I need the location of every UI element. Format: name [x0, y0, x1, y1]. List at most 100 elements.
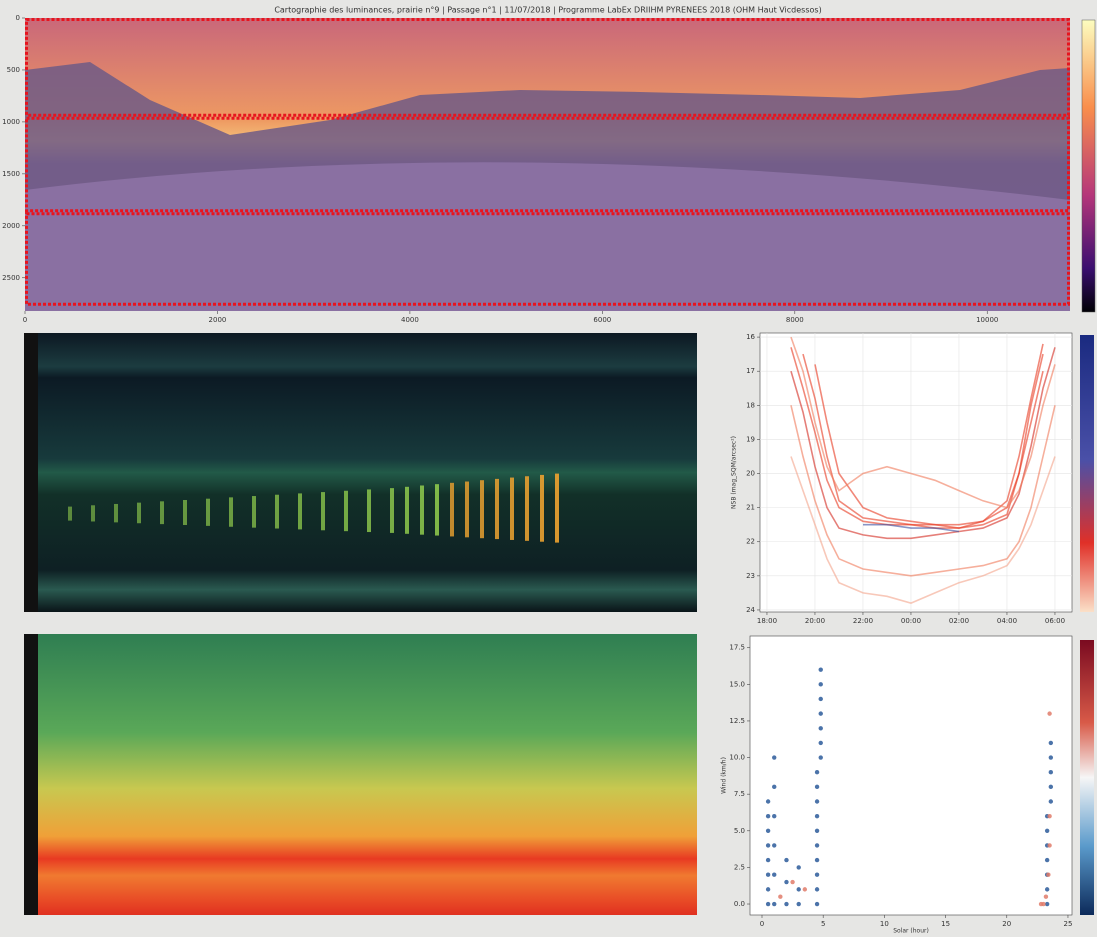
point [765, 813, 771, 819]
point [772, 755, 777, 760]
point [1048, 740, 1054, 746]
point [765, 857, 771, 863]
point [818, 696, 823, 702]
spectrogram [38, 333, 697, 612]
y-tick-label: 1000 [2, 118, 20, 126]
point [818, 682, 823, 687]
point [796, 901, 801, 907]
pulse [206, 498, 210, 526]
y-tick-label: 2500 [2, 274, 20, 282]
nsb-curve [863, 523, 960, 533]
pulse [160, 501, 164, 525]
x-tick-label: 5 [821, 920, 825, 928]
pulse [450, 482, 454, 537]
pulse [344, 490, 348, 532]
point [814, 843, 820, 848]
point [765, 901, 771, 907]
point [818, 740, 823, 746]
point [1046, 872, 1051, 877]
plot-area [749, 635, 1073, 916]
y-axis-label: NSB (mag_SQM/arcsec²) [731, 436, 738, 509]
point [814, 872, 820, 877]
point [814, 799, 820, 804]
y-tick-label: 18 [746, 401, 755, 409]
point [818, 667, 823, 672]
point [814, 901, 820, 907]
point [814, 813, 820, 819]
point [772, 813, 777, 819]
point [765, 872, 771, 877]
y-tick-label: 15.0 [729, 680, 745, 688]
pulse [367, 489, 371, 533]
pulse [252, 496, 256, 528]
pulse [298, 493, 302, 530]
point [1047, 813, 1052, 819]
nsb-curve [802, 343, 1044, 529]
y-tick-label: 17.5 [729, 644, 745, 652]
y-tick-label: 7.5 [734, 790, 745, 798]
x-tick-label: 00:00 [901, 617, 921, 625]
point [772, 843, 777, 848]
pulse [321, 492, 325, 531]
colorbar [1080, 640, 1094, 915]
point [784, 901, 789, 907]
pulse [540, 474, 544, 542]
landscape [25, 62, 1070, 200]
point [1041, 901, 1046, 907]
y-tick-label: 2000 [2, 222, 20, 230]
point [1047, 711, 1052, 716]
pulse [114, 503, 118, 523]
point [814, 784, 820, 790]
x-axis-label: Solar (hour) [893, 928, 929, 934]
x-tick-label: 2000 [209, 316, 227, 324]
point [1047, 843, 1052, 848]
point [765, 843, 771, 848]
y-tick-label: 23 [746, 572, 755, 580]
point [765, 799, 771, 804]
point [814, 887, 820, 892]
x-tick-label: 22:00 [853, 617, 873, 625]
point [765, 887, 771, 892]
y-tick-label: 20 [746, 470, 755, 478]
point [802, 887, 808, 892]
spectrogram-axis [24, 333, 38, 612]
point [778, 894, 783, 899]
colorbar [1080, 335, 1094, 612]
point [796, 865, 801, 870]
x-tick-label: 10000 [976, 316, 998, 324]
meadow [25, 162, 1070, 311]
pulse [229, 497, 233, 527]
pulse [525, 476, 529, 541]
point [814, 828, 820, 833]
point [814, 770, 820, 775]
region [25, 116, 1070, 213]
pulse [91, 505, 95, 522]
x-tick-label: 18:00 [757, 617, 777, 625]
x-tick-label: 0 [760, 920, 764, 928]
region [25, 212, 1070, 306]
region [25, 18, 1070, 117]
y-tick-label: 22 [746, 538, 755, 546]
point [796, 887, 801, 892]
pulse [435, 484, 439, 536]
point [790, 879, 795, 885]
point [1048, 770, 1054, 775]
x-tick-label: 0 [23, 316, 27, 324]
y-tick-label: 16 [746, 333, 755, 341]
x-tick-label: 8000 [786, 316, 804, 324]
y-tick-label: 1500 [2, 170, 20, 178]
pulse [480, 480, 484, 539]
spectrogram-axis [24, 634, 38, 915]
y-tick-label: 500 [7, 66, 20, 74]
pulse [465, 481, 469, 538]
point [818, 711, 823, 716]
point [1048, 755, 1054, 760]
pulse [390, 488, 394, 533]
x-tick-label: 6000 [593, 316, 611, 324]
point [1044, 901, 1050, 907]
x-tick-label: 4000 [401, 316, 419, 324]
y-tick-label: 24 [746, 606, 755, 614]
pulse [137, 502, 141, 524]
x-tick-label: 06:00 [1045, 617, 1065, 625]
